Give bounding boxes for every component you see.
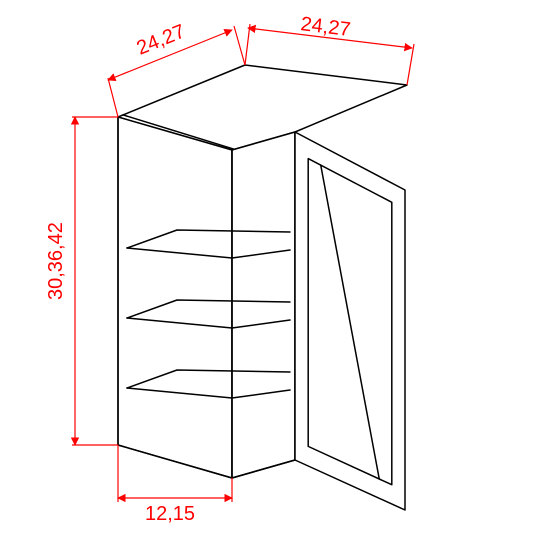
dimensions.top_depth-label: 24,27 bbox=[134, 20, 189, 59]
dimensions.top_width-label: 24,27 bbox=[299, 13, 351, 41]
cabinet-diagram: 24,27 24,27 30,36,42 12,15 bbox=[0, 0, 533, 533]
dimensions.bottom_front-label: 12,15 bbox=[145, 503, 195, 525]
cabinet-body bbox=[118, 65, 407, 510]
dimensions.height-label: 30,36,42 bbox=[45, 222, 67, 300]
